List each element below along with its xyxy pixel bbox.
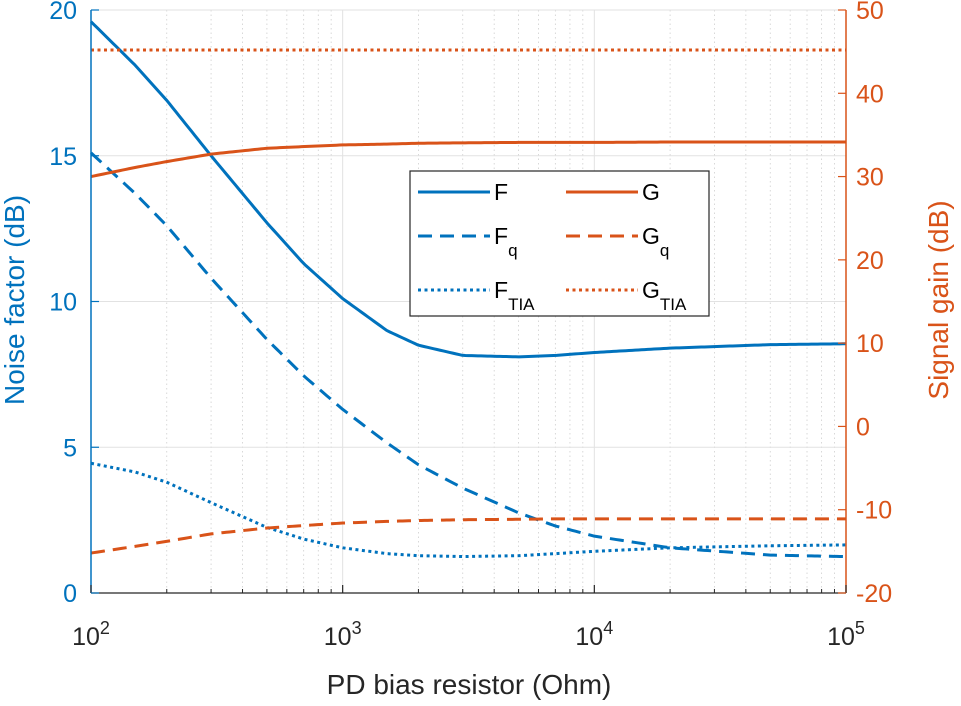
x-axis-label: PD bias resistor (Ohm) [327,669,612,700]
series-line-f-q [89,151,847,559]
right-y-tick-label: -20 [856,580,892,608]
series-line-f-tia [90,461,847,559]
series-line-g-q [90,517,846,555]
legend-label-g-q: Gq [642,223,669,260]
right-y-tick-label: 10 [856,330,884,358]
x-tick-label: 102 [72,618,110,651]
right-y-tick-label: 30 [856,164,884,192]
right-y-tick-label: 50 [856,0,884,25]
x-tick-label: 105 [827,618,865,651]
legend-box [409,170,710,317]
x-tick-label: 103 [324,618,362,651]
left-y-tick-label: 5 [63,434,77,462]
left-y-tick-label: 0 [63,580,77,608]
legend-label-g-tia: GTIA [642,277,687,314]
legend-label-f-q: Fq [494,223,518,260]
left-y-tick-label: 20 [49,0,77,25]
left-y-tick-label: 15 [49,143,77,171]
left-y-axis-label: Noise factor (dB) [0,195,30,405]
legend: F Fq FTIA G Gq GTIA [409,170,710,317]
left-y-tick-label: 10 [49,289,77,317]
legend-label-g: G [642,179,660,205]
series-line-f [89,20,847,359]
right-y-tick-label: 0 [856,413,870,441]
right-y-tick-label: -10 [856,497,892,525]
series-layer [89,20,847,559]
x-tick-label: 104 [575,618,613,651]
right-y-axis-label: Signal gain (dB) [923,200,954,399]
right-y-tick-label: 40 [856,80,884,108]
tick-labels: 102 103 104 105 0 5 10 15 20 -20 -10 0 10 20 30 40 50 [49,0,892,651]
axes [90,9,847,594]
legend-label-f: F [494,179,508,205]
legend-label-f-tia: FTIA [494,277,535,314]
right-y-tick-label: 20 [856,247,884,275]
series-line-g [90,140,846,179]
